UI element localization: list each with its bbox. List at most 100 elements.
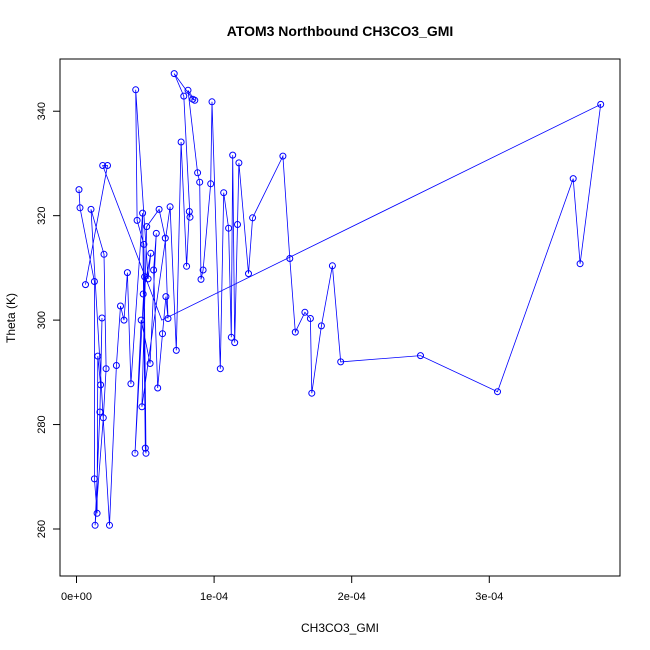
data-point [154, 384, 162, 392]
data-point [155, 205, 163, 213]
data-point [170, 70, 178, 78]
x-axis-label: CH3CO3_GMI [301, 621, 379, 635]
data-point [120, 316, 128, 324]
data-point [227, 333, 235, 341]
data-point [132, 86, 140, 94]
data-point [494, 388, 501, 396]
data-point [229, 151, 237, 159]
data-point [139, 290, 147, 298]
data-point [207, 180, 215, 188]
data-point [143, 223, 151, 231]
data-point [291, 328, 299, 336]
data-point [245, 270, 252, 278]
y-axis: 260 280 300 320 340 [36, 102, 61, 538]
data-point [180, 92, 188, 100]
data-point [99, 162, 107, 169]
data-point [159, 330, 166, 338]
data-point [235, 159, 243, 167]
data-point [199, 266, 207, 274]
data-point [96, 408, 104, 416]
data-point [186, 213, 194, 221]
data-point [147, 249, 155, 257]
chart-title: ATOM3 Northbound CH3CO3_GMI [227, 23, 454, 39]
data-point [98, 314, 106, 322]
series-layer [75, 70, 605, 529]
data-point [194, 169, 202, 177]
data-point [90, 475, 98, 483]
data-point [76, 204, 84, 212]
data-point [286, 255, 294, 262]
data-point [220, 189, 228, 197]
data-point [140, 240, 148, 248]
data-point [75, 186, 83, 194]
y-tick-label: 280 [36, 415, 48, 433]
data-point [301, 308, 309, 316]
data-point [279, 152, 287, 160]
x-axis: 0e+00 1e-04 2e-04 3e-04 [61, 575, 503, 603]
data-point [231, 339, 239, 347]
data-point [82, 281, 89, 289]
data-point [146, 360, 154, 367]
data-point [208, 98, 216, 106]
data-point [172, 346, 180, 354]
data-point [131, 449, 139, 457]
data-point [97, 381, 105, 389]
data-point [90, 278, 98, 285]
data-point [94, 352, 102, 360]
data-point [597, 100, 605, 108]
y-tick-label: 260 [36, 520, 48, 538]
data-point [127, 380, 135, 388]
data-point [183, 262, 191, 270]
data-point [99, 414, 107, 422]
data-point [93, 509, 101, 517]
data-point [576, 260, 584, 268]
data-point [123, 269, 131, 277]
data-point [144, 275, 152, 283]
x-tick-label: 3e-04 [475, 591, 503, 603]
data-point [152, 229, 160, 237]
data-point [100, 250, 108, 258]
data-point [337, 358, 345, 366]
data-point [164, 315, 172, 322]
x-tick-label: 2e-04 [338, 591, 366, 603]
data-point [133, 216, 141, 224]
data-point [417, 352, 424, 360]
data-point [177, 138, 185, 146]
data-point [317, 322, 325, 330]
data-point [117, 302, 124, 310]
data-point [234, 221, 241, 228]
data-point [569, 175, 577, 183]
data-point [102, 365, 110, 373]
data-point [139, 209, 147, 217]
data-point [91, 521, 99, 529]
data-point [141, 273, 149, 281]
data-point [184, 86, 192, 94]
data-point [308, 389, 316, 397]
data-point [191, 96, 199, 104]
data-point [225, 224, 233, 232]
data-point [106, 521, 113, 529]
data-point [104, 162, 111, 169]
data-point [166, 203, 174, 211]
x-tick-label: 0e+00 [61, 591, 92, 603]
data-point [328, 262, 336, 270]
data-point [306, 315, 314, 322]
data-point [141, 444, 149, 452]
data-point [162, 293, 170, 301]
y-tick-label: 340 [36, 102, 48, 120]
series-line [78, 73, 602, 526]
data-point [87, 205, 95, 213]
data-point [196, 178, 204, 186]
data-point [150, 266, 158, 274]
data-point [112, 362, 120, 369]
data-point [161, 234, 169, 242]
y-tick-label: 320 [36, 206, 48, 224]
data-point [197, 275, 205, 283]
y-axis-label: Theta (K) [4, 293, 18, 343]
y-tick-label: 300 [36, 311, 48, 329]
data-point [138, 403, 146, 411]
data-point [137, 316, 145, 324]
data-point [249, 214, 257, 222]
x-tick-label: 1e-04 [200, 591, 228, 603]
